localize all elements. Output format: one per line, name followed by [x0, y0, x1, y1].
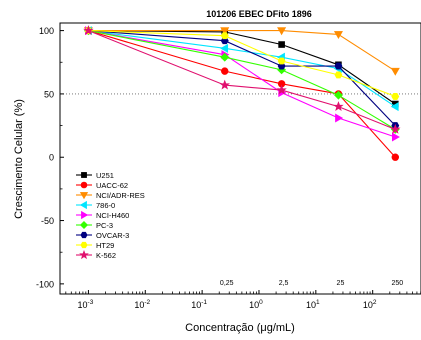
- legend-label: 786-0: [96, 201, 115, 210]
- legend-label: HT29: [96, 241, 114, 250]
- data-point: [333, 31, 343, 40]
- legend-item: HT29: [76, 241, 114, 250]
- data-point: [391, 132, 400, 142]
- legend-label: UACC-62: [96, 181, 128, 190]
- legend-marker: [80, 181, 88, 189]
- data-point: [391, 93, 400, 100]
- legend-item: OVCAR-3: [76, 231, 129, 240]
- legend-marker: [81, 210, 89, 220]
- x-tick-label: 10-1: [191, 299, 207, 310]
- legend-item: 786-0: [76, 200, 115, 210]
- data-point: [390, 67, 400, 76]
- x-tick-label: 10-2: [134, 299, 150, 310]
- y-axis: 100 50 0 -50 -100: [36, 26, 64, 289]
- data-point: [277, 27, 287, 36]
- concentration-label: 25: [337, 280, 345, 287]
- legend-label: K-562: [96, 251, 116, 260]
- data-point: [220, 27, 230, 36]
- legend-item: PC-3: [76, 220, 113, 230]
- legend-item: K-562: [76, 249, 116, 260]
- data-point: [334, 71, 343, 79]
- x-axis-label: Concentração (μg/mL): [185, 322, 295, 334]
- legend-item: NCI/ADR-RES: [76, 191, 145, 200]
- data-point: [83, 25, 94, 36]
- series-line: [88, 30, 396, 130]
- series-line: [88, 30, 396, 138]
- data-point: [333, 101, 344, 111]
- legend-label: NCI/ADR-RES: [96, 191, 145, 200]
- data-point: [390, 102, 399, 112]
- legend-item: NCI-H460: [76, 210, 129, 220]
- y-tick-label: -50: [41, 216, 54, 226]
- data-point: [221, 67, 229, 75]
- data-point: [278, 41, 285, 48]
- data-point: [334, 62, 343, 70]
- legend-marker: [81, 172, 87, 178]
- data-point: [277, 57, 286, 65]
- data-point: [390, 123, 401, 134]
- legend-item: UACC-62: [76, 181, 128, 190]
- data-point: [334, 90, 343, 100]
- x-axis: 10-3 10-2 10-1 100 101 102 0,25 2,5 25 250: [65, 280, 421, 310]
- x-tick-label: 101: [306, 299, 320, 310]
- legend: U251UACC-62NCI/ADR-RES786-0NCI-H460PC-3O…: [76, 171, 145, 260]
- concentration-label: 250: [391, 280, 403, 287]
- legend-marker: [79, 192, 89, 200]
- y-tick-label: 50: [44, 89, 54, 99]
- concentration-label: 0,25: [220, 280, 234, 287]
- y-tick-label: 100: [39, 26, 54, 36]
- legend-label: NCI-H460: [96, 211, 129, 220]
- legend-marker: [80, 231, 88, 239]
- legend-marker: [79, 249, 89, 260]
- series-k-562: [83, 25, 401, 134]
- series-layer: [83, 25, 401, 161]
- series-ht29: [84, 27, 400, 100]
- concentration-label: 2,5: [279, 280, 289, 287]
- legend-item: U251: [76, 171, 114, 180]
- data-point: [220, 43, 229, 53]
- data-point: [335, 113, 344, 123]
- legend-label: PC-3: [96, 221, 113, 230]
- legend-marker: [79, 220, 89, 230]
- legend-marker: [79, 200, 87, 210]
- y-tick-label: 0: [49, 153, 54, 163]
- data-point: [391, 153, 400, 161]
- plot-area: 100 50 0 -50 -100 10-3 10-2 10-1 100 101 102 0,25 2…: [36, 22, 421, 310]
- data-point: [220, 52, 230, 62]
- data-point: [219, 79, 230, 90]
- x-tick-label: 10-3: [78, 299, 94, 310]
- series-line: [88, 30, 396, 130]
- x-tick-label: 100: [249, 299, 263, 310]
- x-tick-label: 102: [363, 299, 377, 310]
- legend-marker: [80, 241, 88, 249]
- chart-title: 101206 EBEC DFito 1896: [206, 9, 312, 19]
- plot-frame: [59, 22, 421, 295]
- data-point: [220, 32, 229, 40]
- data-point: [276, 84, 287, 95]
- legend-label: OVCAR-3: [96, 231, 129, 240]
- y-axis-label: Crescimento Celular (%): [13, 99, 25, 219]
- legend-label: U251: [96, 171, 114, 180]
- y-tick-label: -100: [36, 279, 54, 289]
